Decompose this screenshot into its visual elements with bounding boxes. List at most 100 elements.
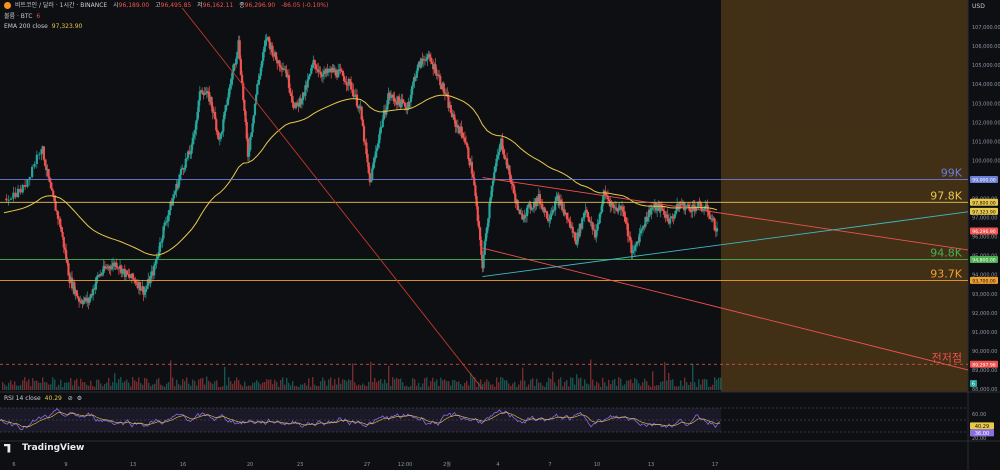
volume-bar — [122, 382, 124, 390]
candle-body — [399, 101, 402, 108]
candle-body — [592, 229, 595, 231]
volume-bar — [186, 377, 188, 390]
candle-body — [491, 180, 495, 186]
volume-bar — [452, 379, 454, 390]
candle-body — [362, 126, 366, 142]
price-tag: 94,800.00 — [972, 257, 995, 263]
candle-body — [308, 73, 312, 77]
volume-bar — [232, 383, 234, 390]
symbol-header: 비트코인 / 달러 · 1시간 · BINANCE 시96,189.00 고96… — [4, 2, 332, 10]
eye-icon[interactable]: ⊘ — [67, 395, 73, 402]
candle-body — [396, 96, 400, 105]
candle-body — [60, 227, 63, 232]
volume-bar — [20, 385, 22, 390]
volume-bar — [702, 379, 704, 390]
candle-body — [524, 215, 527, 217]
volume-bar — [636, 379, 638, 390]
volume-bar — [294, 386, 296, 390]
volume-bar — [434, 381, 436, 390]
ema-legend[interactable]: EMA 200 close 97,323.90 — [4, 23, 86, 31]
y-tick-label: 90,000.00 — [972, 349, 997, 355]
volume-bar — [224, 366, 226, 390]
volume-bar — [104, 383, 106, 390]
x-tick-label: 17 — [712, 462, 718, 468]
rsi-ma-line — [0, 411, 721, 428]
candle-body — [255, 94, 258, 104]
volume-bar — [560, 377, 562, 390]
volume-bar — [80, 378, 82, 390]
candle-body — [240, 74, 244, 84]
candle-body — [584, 209, 587, 213]
rsi-legend[interactable]: RSI 14 close 40.29 ⊘ ⚙ — [4, 395, 86, 403]
candle-body — [54, 201, 57, 211]
channel-upper-line — [482, 177, 969, 251]
x-tick-label: 16 — [180, 462, 186, 468]
candle-body — [12, 192, 15, 199]
candle-body — [374, 151, 377, 159]
candle-body — [575, 240, 578, 245]
candle-body — [653, 203, 656, 208]
candle-body — [332, 68, 335, 72]
volume-bar — [140, 383, 142, 390]
currency-label[interactable]: USD — [972, 3, 985, 10]
candle-body — [384, 110, 387, 115]
volume-bar — [538, 382, 540, 390]
candle-body — [711, 218, 714, 220]
candle-body — [156, 256, 159, 259]
volume-legend[interactable]: 볼륨 · BTC 6 — [4, 13, 44, 21]
candle-body — [61, 231, 64, 237]
candle-body — [266, 36, 269, 39]
volume-bar — [596, 381, 598, 390]
candle-body — [680, 204, 683, 206]
candle-body — [100, 274, 103, 275]
candle-body — [518, 209, 522, 215]
candle-body — [148, 279, 151, 284]
candle-body — [572, 232, 576, 234]
volume-bar — [602, 377, 604, 390]
candle-body — [613, 207, 617, 209]
candle-body — [631, 251, 634, 253]
candle-body — [402, 102, 405, 103]
candle-body — [217, 132, 220, 140]
candle-body — [331, 68, 334, 73]
candle-body — [674, 210, 678, 214]
volume-bar — [332, 385, 334, 390]
candle-body — [576, 232, 579, 245]
volume-bar — [692, 363, 694, 390]
volume-bar — [592, 379, 594, 390]
candle-body — [618, 205, 621, 209]
candle-body — [249, 136, 252, 150]
symbol-title[interactable]: 비트코인 / 달러 · 1시간 · BINANCE — [15, 2, 108, 9]
candle-body — [239, 59, 242, 75]
candle-body — [55, 210, 58, 212]
candle-body — [391, 94, 394, 97]
settings-icon[interactable]: ⚙ — [76, 395, 83, 402]
volume-bar — [280, 379, 282, 390]
ohlc-low: 96,162.11 — [202, 2, 234, 9]
candle-body — [260, 61, 264, 68]
volume-bar — [120, 377, 122, 390]
volume-bar — [402, 382, 404, 390]
candle-body — [405, 106, 408, 110]
volume-bar — [76, 378, 78, 390]
candle-body — [403, 102, 407, 107]
volume-bar — [650, 386, 652, 390]
volume-bar — [482, 384, 484, 390]
candle-body — [692, 204, 695, 207]
candle-body — [426, 57, 429, 60]
candle-body — [190, 144, 193, 154]
candle-body — [263, 46, 266, 53]
candle-body — [354, 94, 357, 97]
candle-body — [360, 106, 363, 120]
volume-bar — [518, 384, 520, 390]
candle-body — [443, 92, 447, 95]
candle-body — [314, 64, 318, 70]
candle-body — [570, 226, 573, 229]
candle-body — [637, 241, 640, 243]
volume-bar — [718, 377, 720, 390]
volume-bar — [106, 382, 108, 390]
candle-body — [624, 216, 627, 223]
candle-body — [529, 203, 532, 210]
volume-bar — [14, 381, 16, 390]
